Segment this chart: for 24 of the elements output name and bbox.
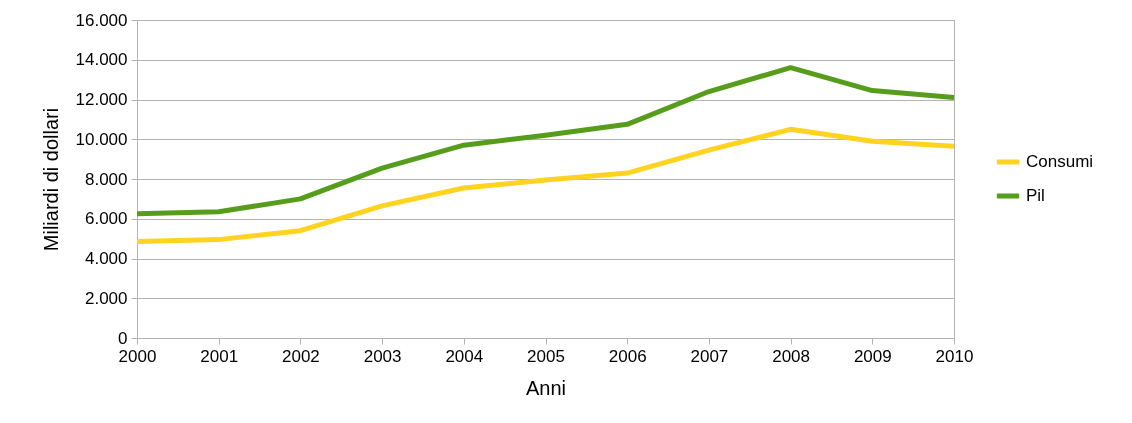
- x-tick-label: 2000: [118, 346, 157, 366]
- y-tick-label: 2.000: [84, 288, 128, 308]
- y-tick-label: 12.000: [75, 90, 128, 109]
- x-tick-label: 2010: [935, 346, 974, 366]
- x-tick-label: 2003: [363, 346, 402, 366]
- legend-label: Consumi: [1026, 152, 1094, 171]
- x-tick-label: 2008: [772, 346, 811, 366]
- y-tick-label: 6.000: [84, 209, 128, 229]
- y-tick-label: 8.000: [84, 169, 128, 189]
- y-axis-title: Miliardi di dollari: [39, 107, 62, 252]
- x-tick-label: 2009: [853, 346, 892, 366]
- y-tick-label: 10.000: [75, 129, 128, 149]
- y-tick-label: 4.000: [84, 249, 128, 268]
- x-tick-label: 2006: [608, 346, 647, 366]
- x-axis-title: Anni: [525, 376, 567, 399]
- x-tick-label: 2002: [281, 346, 320, 366]
- y-tick-label: 14.000: [75, 50, 128, 70]
- y-tick-label: 16.000: [75, 10, 128, 30]
- x-tick-label: 2007: [690, 346, 729, 366]
- x-tick-label: 2001: [200, 346, 239, 366]
- legend-label: Pil: [1026, 186, 1045, 205]
- x-tick-label: 2005: [527, 346, 565, 366]
- x-tick-label: 2004: [445, 346, 484, 366]
- y-tick-label: 0: [118, 328, 128, 348]
